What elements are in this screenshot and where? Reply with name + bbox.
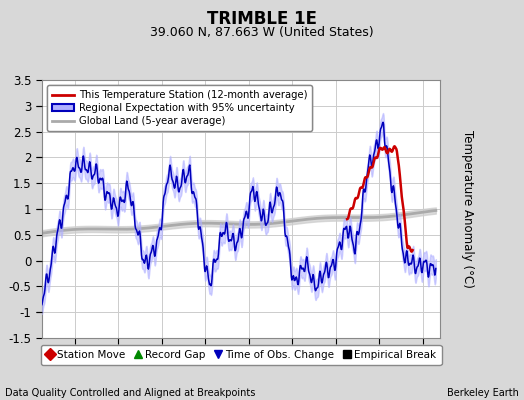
Legend: This Temperature Station (12-month average), Regional Expectation with 95% uncer: This Temperature Station (12-month avera… xyxy=(47,85,312,131)
Y-axis label: Temperature Anomaly (°C): Temperature Anomaly (°C) xyxy=(461,130,474,288)
Text: 39.060 N, 87.663 W (United States): 39.060 N, 87.663 W (United States) xyxy=(150,26,374,39)
Legend: Station Move, Record Gap, Time of Obs. Change, Empirical Break: Station Move, Record Gap, Time of Obs. C… xyxy=(40,345,442,365)
Text: Data Quality Controlled and Aligned at Breakpoints: Data Quality Controlled and Aligned at B… xyxy=(5,388,256,398)
Text: TRIMBLE 1E: TRIMBLE 1E xyxy=(207,10,317,28)
Text: Berkeley Earth: Berkeley Earth xyxy=(447,388,519,398)
